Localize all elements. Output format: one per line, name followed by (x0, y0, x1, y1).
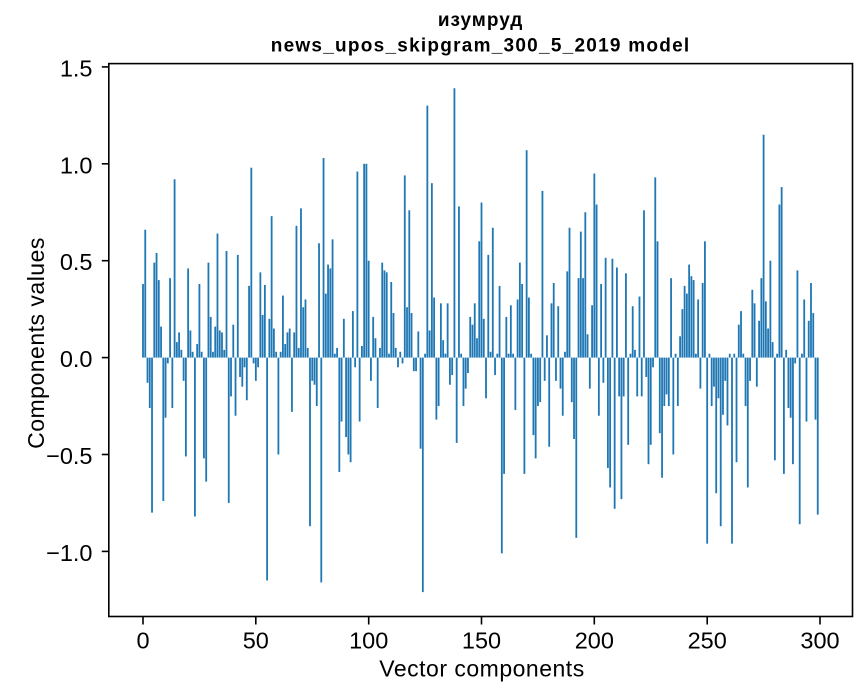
svg-text:news_upos_skipgram_300_5_2019: news_upos_skipgram_300_5_2019 model (271, 36, 691, 57)
svg-text:Components values: Components values (23, 237, 49, 449)
svg-text:−0.5: −0.5 (46, 443, 92, 469)
svg-text:изумруд: изумруд (438, 10, 524, 31)
svg-text:250: 250 (688, 628, 727, 654)
svg-text:50: 50 (243, 628, 269, 654)
svg-text:0.0: 0.0 (60, 346, 93, 372)
svg-text:−1.0: −1.0 (46, 540, 92, 566)
svg-text:0: 0 (136, 628, 149, 654)
svg-text:0.5: 0.5 (60, 249, 93, 275)
svg-text:150: 150 (462, 628, 501, 654)
svg-text:1.5: 1.5 (60, 55, 93, 81)
svg-text:Vector components: Vector components (379, 656, 584, 682)
svg-text:100: 100 (349, 628, 388, 654)
svg-text:300: 300 (800, 628, 839, 654)
svg-text:200: 200 (575, 628, 614, 654)
svg-text:1.0: 1.0 (60, 152, 93, 178)
